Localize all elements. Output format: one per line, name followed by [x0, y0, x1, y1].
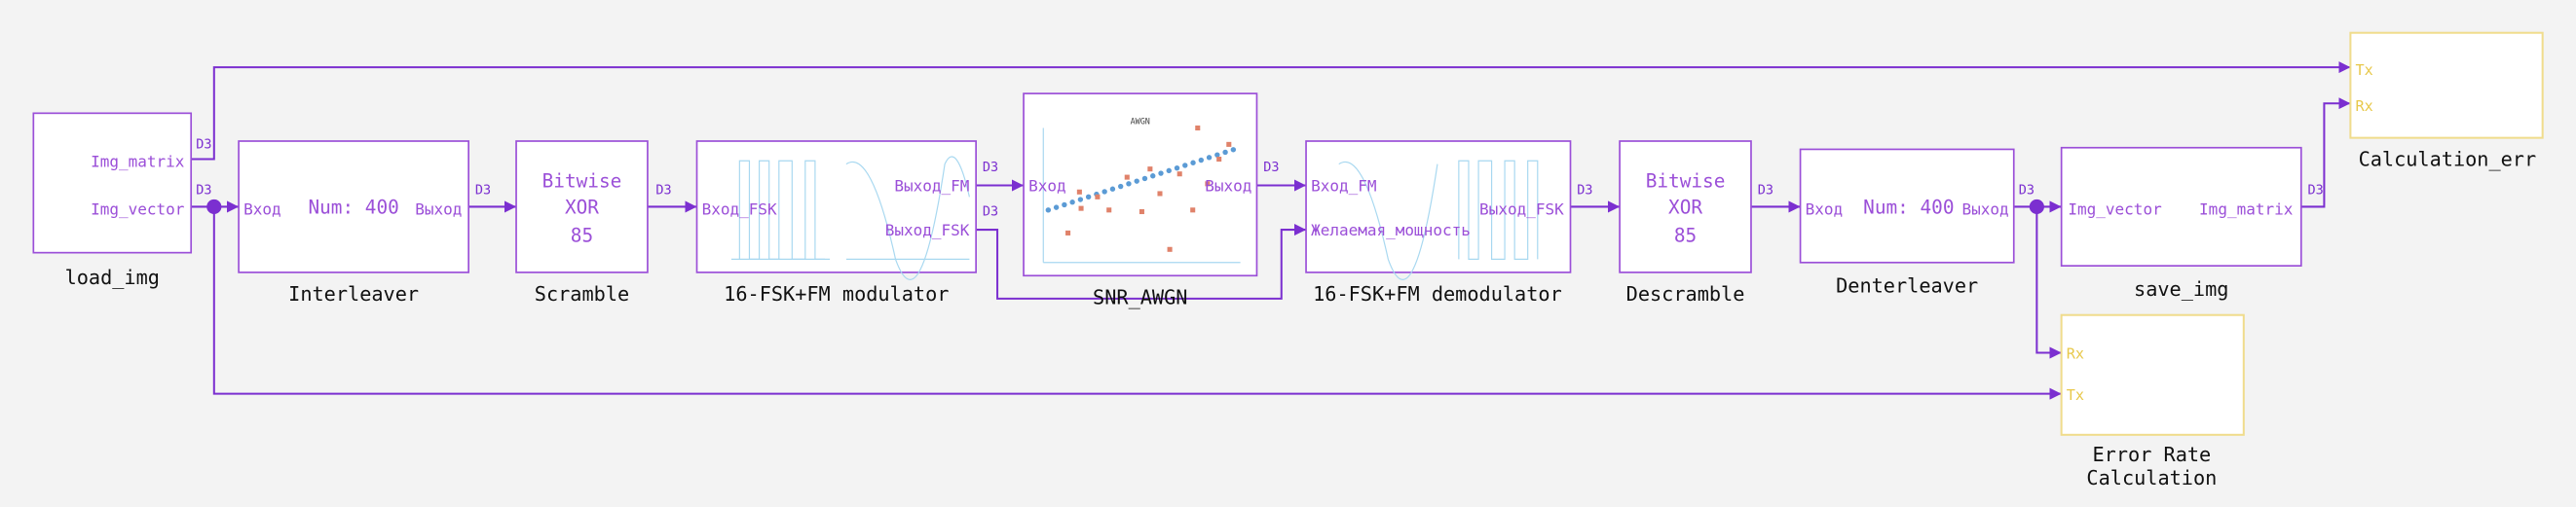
block-text: Num: 400	[1863, 197, 1954, 219]
block-caption: Scramble	[535, 282, 629, 306]
port-label: Желаемая_мощность	[1311, 221, 1471, 239]
plot-dot	[1206, 155, 1213, 161]
block-text: Bitwise	[542, 170, 622, 193]
port-label: Img_vector	[91, 199, 185, 218]
plot-dot	[1101, 189, 1107, 195]
plot-dot	[1062, 201, 1067, 208]
plot-square	[1195, 125, 1201, 131]
block-caption: Denterleaver	[1836, 274, 1978, 298]
plot-dot	[1117, 183, 1124, 190]
plot-dot	[1222, 149, 1228, 156]
plot-square	[1157, 191, 1163, 197]
block-text: 85	[1674, 224, 1697, 246]
port-label: Вход	[1806, 199, 1844, 218]
plot-square	[1216, 157, 1222, 163]
plot-dot	[1077, 197, 1084, 202]
port-label: Rx	[2355, 97, 2372, 115]
plot-square	[1139, 208, 1144, 215]
wire-label: D3	[655, 183, 671, 199]
plot-dot	[1069, 199, 1075, 205]
wire-label: D3	[1577, 183, 1592, 199]
port-label: Вход	[1028, 177, 1066, 196]
port-label: Tx	[2355, 61, 2372, 79]
plot-dot	[1190, 160, 1196, 165]
block-text: Bitwise	[1646, 170, 1726, 193]
plot-dot	[1214, 152, 1220, 158]
plot-dot	[1158, 170, 1164, 176]
block-caption: save_img	[2134, 277, 2228, 301]
port-label: Выход	[415, 199, 462, 218]
block-caption: 16-FSK+FM demodulator	[1313, 282, 1562, 306]
wire-label: D3	[196, 136, 211, 152]
block-text: Num: 400	[308, 197, 398, 219]
plot-square	[1078, 205, 1084, 211]
wire-label: D3	[196, 183, 211, 199]
wire-label: D3	[2019, 183, 2035, 199]
port-label: Img_matrix	[2199, 199, 2294, 218]
block-text: 85	[571, 224, 593, 246]
plot-dot	[1150, 173, 1156, 179]
port-label: Img_vector	[2068, 199, 2162, 218]
port-label: Rx	[2067, 345, 2084, 363]
plot-dot	[1085, 194, 1092, 200]
plot-icons	[730, 125, 1539, 280]
plot-square	[1065, 230, 1071, 235]
plot-dot	[1166, 167, 1172, 174]
wire-label: D3	[983, 160, 998, 175]
plot-dot	[1198, 157, 1205, 163]
plot-dot	[1182, 163, 1188, 168]
block-caption: Calculation	[2086, 466, 2217, 489]
block-caption: Interleaver	[288, 282, 419, 306]
port-label: Вход_FSK	[702, 199, 777, 218]
port-label: Выход_FSK	[885, 221, 970, 239]
port-label: Выход_FM	[894, 177, 969, 196]
plot-square	[1095, 194, 1101, 199]
wire-label: D3	[1758, 183, 1773, 199]
plot-square	[1147, 166, 1153, 172]
plot-square	[1106, 207, 1112, 213]
wires	[191, 61, 2351, 400]
block-caption: SNR_AWGN	[1093, 285, 1187, 308]
plot-dot	[1174, 164, 1180, 171]
plot-dot	[1230, 147, 1237, 153]
block-text: XOR	[1668, 197, 1702, 219]
port-label: Выход	[1205, 177, 1251, 196]
port-label: Img_matrix	[91, 152, 185, 170]
plot-square	[1167, 246, 1173, 252]
plot-dot	[1134, 178, 1139, 184]
wire-label: D3	[2308, 183, 2324, 199]
block-caption: 16-FSK+FM modulator	[724, 282, 949, 306]
blocks	[32, 31, 2544, 436]
plot-dot	[1109, 186, 1116, 192]
plot-square	[1076, 189, 1082, 195]
plot-title: AWGN	[1131, 116, 1150, 126]
block-caption: Error Rate	[2093, 443, 2212, 466]
port-label: Tx	[2067, 386, 2084, 404]
plot-square	[1226, 141, 1232, 147]
block-caption: Calculation_err	[2359, 148, 2537, 171]
plot-square	[1124, 174, 1130, 180]
plot-square	[1190, 207, 1196, 213]
wire-label: D3	[983, 204, 998, 220]
block-caption: Descramble	[1626, 282, 1745, 306]
wire-label: D3	[475, 183, 491, 199]
port-label: Выход_FSK	[1479, 199, 1564, 218]
plot-dot	[1126, 181, 1132, 187]
plot-square	[1176, 171, 1182, 177]
plot-dot	[1045, 207, 1052, 213]
port-label: Вход_FM	[1311, 177, 1376, 196]
port-label: Выход	[1962, 199, 2009, 218]
block-text: XOR	[565, 197, 599, 219]
wire-label: D3	[1263, 160, 1279, 175]
plot-dot	[1141, 175, 1148, 182]
port-label: Вход	[243, 199, 281, 218]
block-caption: load_img	[65, 266, 160, 289]
plot-dot	[1053, 204, 1060, 210]
labels: Img_matrix Img_vector load_img Вход Num:…	[65, 61, 2537, 489]
plot-square	[1205, 181, 1211, 187]
